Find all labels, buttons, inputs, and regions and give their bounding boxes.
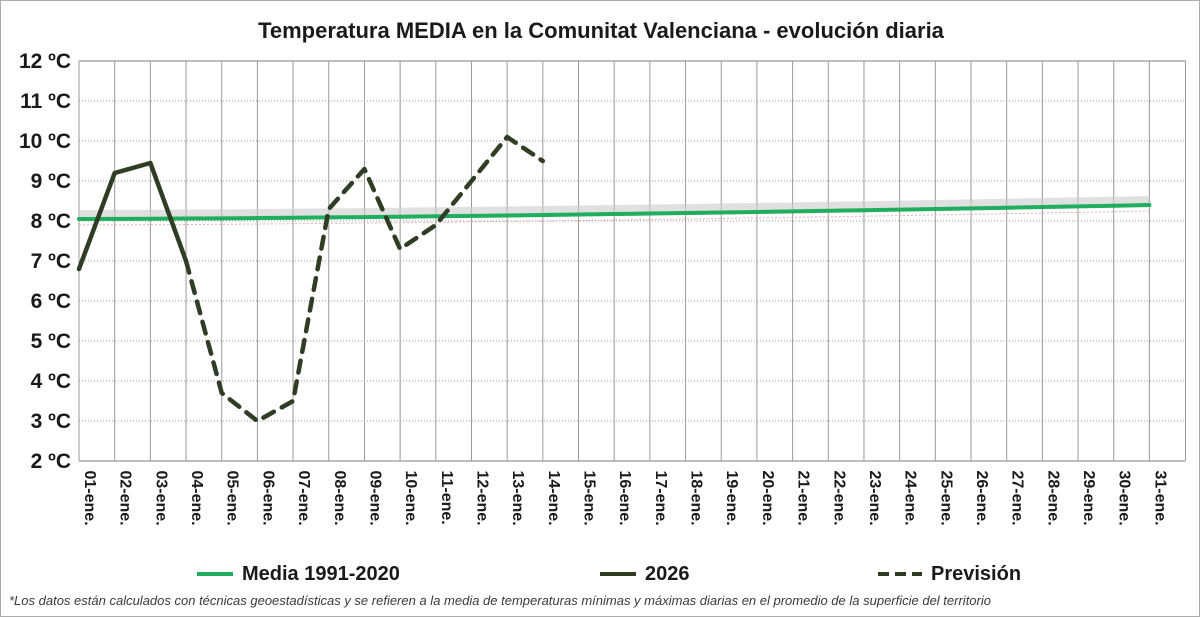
- svg-text:13-ene.: 13-ene.: [509, 471, 526, 526]
- svg-text:30-ene.: 30-ene.: [1116, 471, 1133, 526]
- svg-text:6 ºC: 6 ºC: [31, 290, 71, 313]
- svg-text:11 ºC: 11 ºC: [20, 90, 71, 113]
- svg-text:12 ºC: 12 ºC: [19, 50, 71, 73]
- svg-text:03-ene.: 03-ene.: [152, 471, 169, 526]
- svg-text:24-ene.: 24-ene.: [902, 471, 919, 526]
- svg-text:02-ene.: 02-ene.: [117, 471, 134, 526]
- svg-text:31-ene.: 31-ene.: [1151, 471, 1168, 526]
- svg-text:8 ºC: 8 ºC: [31, 210, 71, 233]
- svg-text:20-ene.: 20-ene.: [759, 471, 776, 526]
- svg-text:18-ene.: 18-ene.: [688, 471, 705, 526]
- svg-text:2 ºC: 2 ºC: [31, 450, 71, 473]
- svg-text:28-ene.: 28-ene.: [1044, 471, 1061, 526]
- svg-text:07-ene.: 07-ene.: [295, 471, 312, 526]
- svg-text:29-ene.: 29-ene.: [1080, 471, 1097, 526]
- svg-text:17-ene.: 17-ene.: [652, 471, 669, 526]
- svg-text:10 ºC: 10 ºC: [19, 130, 71, 153]
- svg-text:26-ene.: 26-ene.: [973, 471, 990, 526]
- svg-text:22-ene.: 22-ene.: [830, 471, 847, 526]
- svg-text:23-ene.: 23-ene.: [866, 471, 883, 526]
- svg-text:19-ene.: 19-ene.: [723, 471, 740, 526]
- svg-text:06-ene.: 06-ene.: [259, 471, 276, 526]
- svg-text:04-ene.: 04-ene.: [188, 471, 205, 526]
- svg-text:12-ene.: 12-ene.: [473, 471, 490, 526]
- svg-text:10-ene.: 10-ene.: [402, 471, 419, 526]
- svg-text:5 ºC: 5 ºC: [31, 330, 71, 353]
- svg-text:25-ene.: 25-ene.: [937, 471, 954, 526]
- svg-text:08-ene.: 08-ene.: [331, 471, 348, 526]
- svg-text:21-ene.: 21-ene.: [795, 471, 812, 526]
- svg-text:05-ene.: 05-ene.: [224, 471, 241, 526]
- svg-text:16-ene.: 16-ene.: [616, 471, 633, 526]
- svg-text:14-ene.: 14-ene.: [545, 471, 562, 526]
- svg-text:15-ene.: 15-ene.: [581, 471, 598, 526]
- svg-text:9 ºC: 9 ºC: [31, 170, 71, 193]
- svg-text:3 ºC: 3 ºC: [31, 410, 71, 433]
- svg-text:27-ene.: 27-ene.: [1009, 471, 1026, 526]
- svg-text:09-ene.: 09-ene.: [366, 471, 383, 526]
- svg-text:7 ºC: 7 ºC: [31, 250, 71, 273]
- svg-text:4 ºC: 4 ºC: [31, 370, 71, 393]
- svg-text:11-ene.: 11-ene.: [438, 471, 455, 525]
- svg-text:01-ene.: 01-ene.: [81, 471, 98, 526]
